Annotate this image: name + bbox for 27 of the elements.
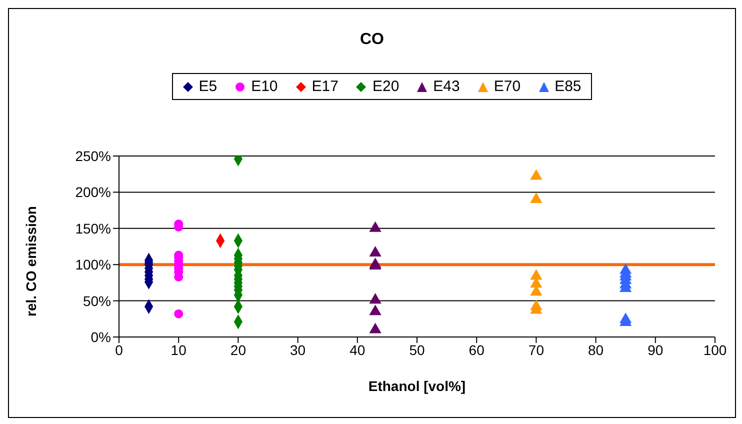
x-tick-label: 60 bbox=[468, 342, 485, 358]
legend-label: E20 bbox=[371, 78, 400, 95]
y-tick-label: 100% bbox=[75, 256, 111, 273]
x-tick-label: 90 bbox=[648, 342, 664, 358]
legend-label: E85 bbox=[554, 78, 582, 95]
y-tick-label: 50% bbox=[82, 292, 111, 309]
legend-label: E17 bbox=[310, 78, 338, 95]
x-tick-label: 100 bbox=[703, 342, 727, 358]
y-tick-label: 0% bbox=[90, 328, 111, 345]
x-tick-label: 70 bbox=[528, 342, 544, 358]
x-tick-label: 10 bbox=[170, 342, 187, 358]
chart-title: CO bbox=[359, 31, 385, 49]
legend-label: E43 bbox=[432, 78, 460, 95]
y-tick-label: 250% bbox=[75, 148, 111, 164]
x-axis-title: Ethanol [vol%] bbox=[368, 378, 466, 394]
x-tick-label: 0 bbox=[115, 342, 124, 358]
x-tick-label: 30 bbox=[290, 342, 306, 358]
x-tick-label: 40 bbox=[350, 342, 366, 358]
y-axis-title: rel. CO emission bbox=[22, 206, 39, 316]
y-tick-label: 200% bbox=[75, 184, 111, 200]
y-tick-label: 150% bbox=[75, 220, 111, 236]
x-tick-label: 50 bbox=[409, 342, 425, 358]
legend-label: E10 bbox=[250, 78, 278, 95]
x-tick-label: 80 bbox=[588, 342, 604, 358]
legend-label: E70 bbox=[492, 78, 521, 95]
legend-label: E5 bbox=[198, 78, 218, 95]
x-tick-label: 20 bbox=[230, 342, 246, 358]
